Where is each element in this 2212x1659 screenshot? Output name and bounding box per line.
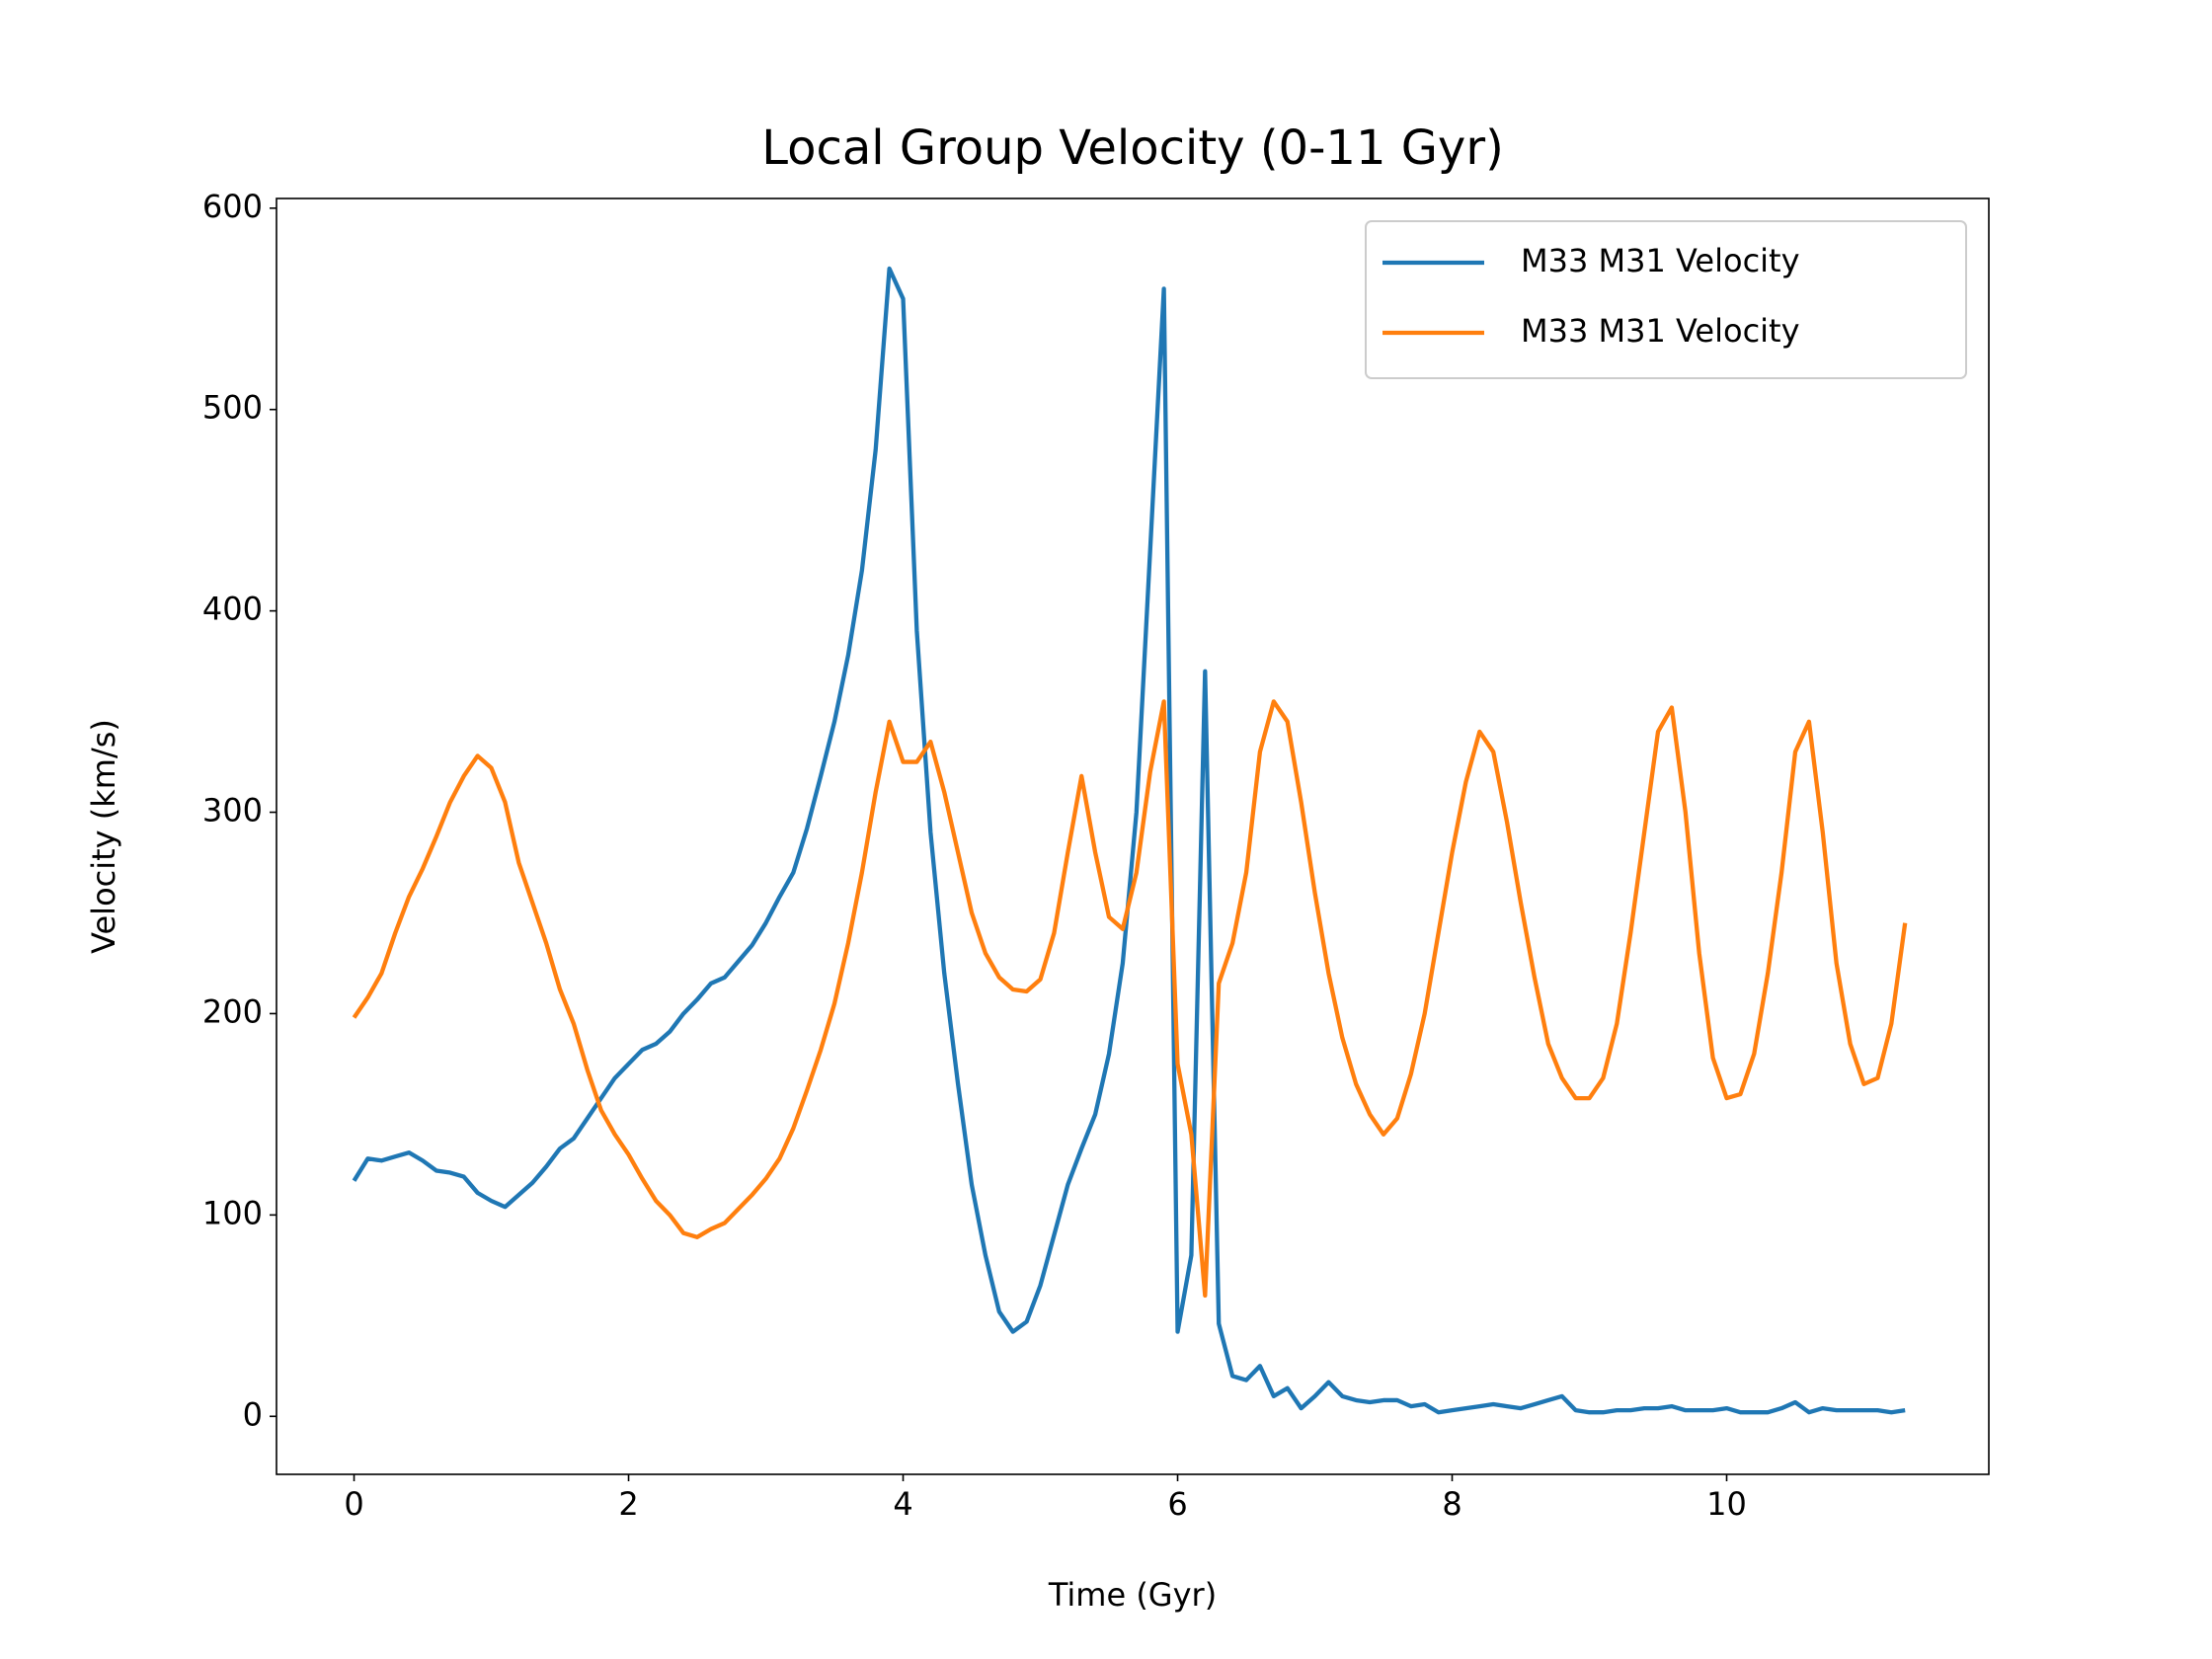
y-tick-label: 0 bbox=[243, 1395, 263, 1433]
y-tick-label: 400 bbox=[202, 591, 263, 628]
x-tick-label: 8 bbox=[1442, 1485, 1462, 1523]
chart-title: Local Group Velocity (0-11 Gyr) bbox=[761, 120, 1504, 176]
y-tick-label: 200 bbox=[202, 992, 263, 1030]
y-axis-label: Velocity (km/s) bbox=[85, 719, 122, 954]
x-tick-label: 10 bbox=[1706, 1485, 1747, 1523]
legend-label: M33 M31 Velocity bbox=[1521, 242, 1800, 279]
plot-frame bbox=[276, 198, 1990, 1475]
legend-box bbox=[1365, 220, 1967, 379]
y-tick-label: 500 bbox=[202, 389, 263, 427]
y-tick-label: 300 bbox=[202, 792, 263, 830]
x-tick-label: 2 bbox=[618, 1485, 638, 1523]
x-tick-label: 6 bbox=[1167, 1485, 1187, 1523]
y-tick-label: 100 bbox=[202, 1194, 263, 1231]
x-axis-label: Time (Gyr) bbox=[1048, 1576, 1217, 1614]
y-tick-label: 600 bbox=[202, 188, 263, 225]
x-tick-label: 4 bbox=[893, 1485, 912, 1523]
series-line bbox=[352, 266, 1906, 1415]
series-line bbox=[352, 699, 1908, 1299]
x-tick-label: 0 bbox=[344, 1485, 363, 1523]
legend-label: M33 M31 Velocity bbox=[1521, 312, 1800, 350]
